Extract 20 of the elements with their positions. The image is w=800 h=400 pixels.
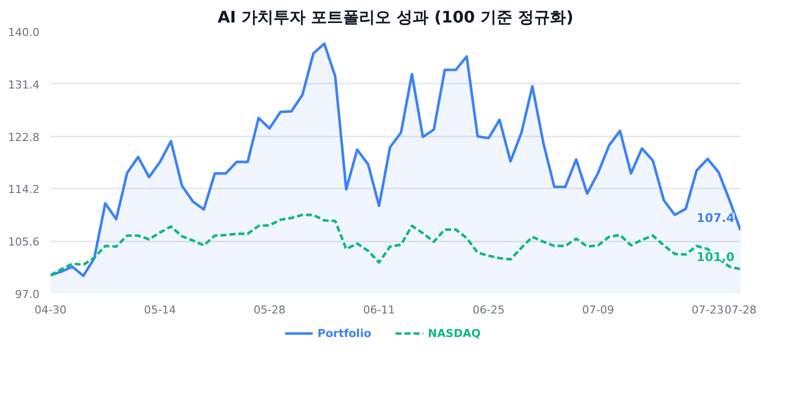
y-tick-label: 122.8 <box>8 130 40 144</box>
y-tick-label: 97.0 <box>15 288 40 301</box>
x-tick-label: 06-25 <box>472 304 505 316</box>
legend-label: NASDAQ <box>428 327 481 340</box>
x-tick-label: 06-11 <box>363 304 396 316</box>
y-tick-label: 114.2 <box>8 183 40 196</box>
x-tick-label: 07-28 <box>724 304 756 316</box>
line-series <box>50 214 740 277</box>
data-label: 107.4 <box>696 211 735 226</box>
x-tick-label: 05-28 <box>254 304 286 316</box>
x-tick-label: 07-23 <box>692 304 724 316</box>
y-tick-label: 140.0 <box>8 26 40 39</box>
legend-label: Portfolio <box>318 327 372 340</box>
y-tick-label: 105.6 <box>8 236 40 249</box>
chart-title: AI 가치투자 포트폴리오 성과 (100 기준 정규화) <box>218 8 574 26</box>
x-tick-label: 07-09 <box>582 304 614 316</box>
y-tick-label: 131.4 <box>8 78 40 92</box>
x-tick-label: 04-30 <box>34 304 66 316</box>
data-label: 101.0 <box>696 250 735 264</box>
x-tick-label: 05-14 <box>144 304 176 316</box>
